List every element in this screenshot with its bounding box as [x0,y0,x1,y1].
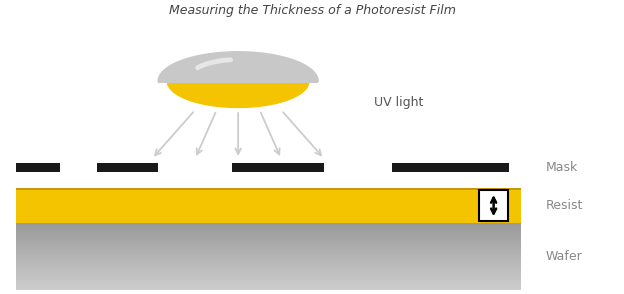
Bar [16,234,521,236]
Text: Mask: Mask [546,161,578,174]
Bar [16,224,521,226]
Bar [392,163,509,172]
Bar [16,244,521,246]
Bar [16,188,521,191]
Bar [16,251,521,253]
Bar [16,254,521,256]
Polygon shape [167,81,309,107]
Bar [158,80,318,83]
Bar [16,286,521,288]
Bar [16,273,521,275]
Bar [232,163,324,172]
Bar [479,191,509,221]
Text: Resist: Resist [546,199,583,212]
Bar [16,243,521,245]
Bar [16,226,521,228]
Bar [16,223,521,225]
Bar [16,239,521,241]
Text: UV light: UV light [374,96,423,109]
Bar [16,263,521,265]
Bar [16,188,521,223]
Bar [16,231,521,233]
Bar [16,288,521,290]
Bar [16,279,521,281]
Bar [16,241,521,243]
Bar [16,259,521,261]
Bar [16,268,521,270]
Bar [97,163,158,172]
Bar [16,264,521,266]
Bar [16,248,521,250]
Bar [16,253,521,255]
Bar [16,284,521,286]
Bar [16,281,521,283]
Bar [16,269,521,271]
Bar [16,233,521,235]
Bar [16,283,521,285]
Bar [16,229,521,231]
Bar [16,271,521,273]
Title: Measuring the Thickness of a Photoresist Film: Measuring the Thickness of a Photoresist… [168,4,456,17]
Bar [16,228,521,230]
Bar [16,276,521,278]
Bar [16,261,521,263]
Bar [16,274,521,276]
Bar [16,163,59,172]
Polygon shape [158,52,318,81]
Bar [16,246,521,248]
Bar [16,238,521,240]
Bar [16,236,521,238]
Bar [16,256,521,258]
Bar [16,258,521,260]
Bar [16,249,521,251]
Text: Wafer: Wafer [546,250,583,263]
Bar [16,278,521,280]
Bar [16,266,521,268]
